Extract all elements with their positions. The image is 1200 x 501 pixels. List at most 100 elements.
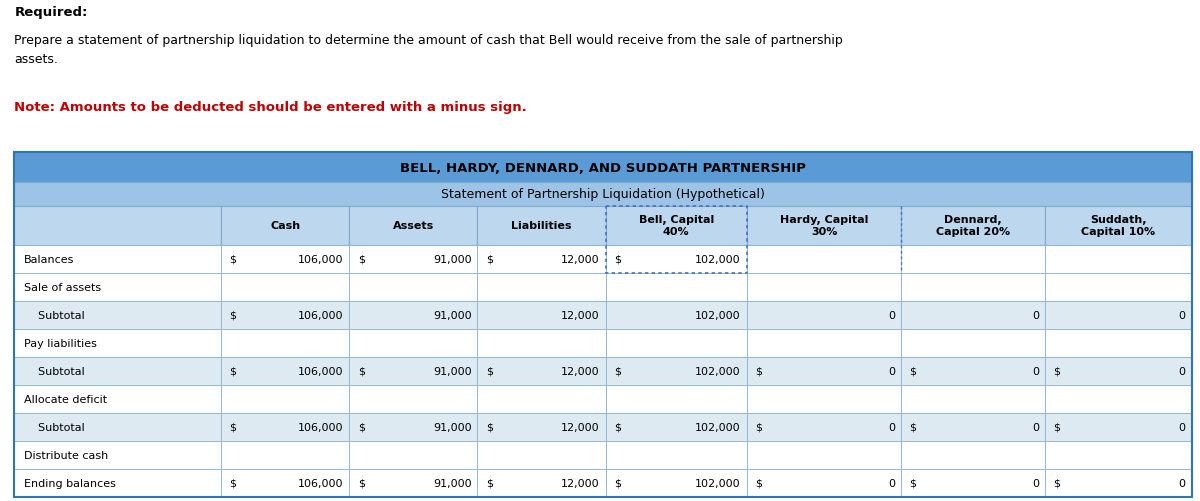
Bar [14,273,221,301]
Text: $: $ [910,366,917,376]
Bar [14,153,1192,183]
Bar [221,385,349,413]
Bar [221,469,349,497]
Text: 102,000: 102,000 [695,478,740,488]
Text: Pay liabilities: Pay liabilities [24,338,97,348]
Bar [1045,329,1192,357]
Text: Dennard,
Capital 20%: Dennard, Capital 20% [936,215,1010,236]
Bar [1045,385,1192,413]
Bar [901,301,1045,329]
Bar [478,329,606,357]
Bar [349,301,478,329]
Bar [606,357,746,385]
Text: 91,000: 91,000 [433,366,472,376]
Text: $: $ [910,422,917,432]
Bar [1045,245,1192,273]
Text: $: $ [358,422,365,432]
Bar [14,183,1192,206]
Text: Ending balances: Ending balances [24,478,116,488]
Bar [14,441,221,469]
Bar [478,273,606,301]
Bar [901,206,1045,245]
Text: $: $ [614,422,622,432]
Bar [478,385,606,413]
Bar [221,206,349,245]
Text: 102,000: 102,000 [695,366,740,376]
Text: 0: 0 [1032,478,1039,488]
Text: $: $ [755,478,762,488]
Bar [349,469,478,497]
Bar [746,469,901,497]
Bar [478,245,606,273]
Bar [606,329,746,357]
Text: $: $ [358,478,365,488]
Bar [478,469,606,497]
Text: 0: 0 [888,366,895,376]
Bar [901,385,1045,413]
Bar [1045,301,1192,329]
Text: 12,000: 12,000 [560,478,600,488]
Text: 0: 0 [888,310,895,320]
Text: $: $ [1054,478,1061,488]
Text: Required:: Required: [14,6,88,19]
Bar [1045,441,1192,469]
Bar [478,357,606,385]
Bar [1045,357,1192,385]
Bar [221,273,349,301]
Bar [14,245,221,273]
Text: 0: 0 [1032,422,1039,432]
Text: $: $ [358,366,365,376]
Bar [14,385,221,413]
Bar [14,413,221,441]
Bar [901,469,1045,497]
Bar [746,273,901,301]
Bar [14,206,221,245]
Text: 91,000: 91,000 [433,478,472,488]
Text: Subtotal: Subtotal [24,366,85,376]
Text: Sale of assets: Sale of assets [24,282,101,292]
Text: 12,000: 12,000 [560,366,600,376]
Bar [1045,206,1192,245]
Bar [1045,413,1192,441]
Text: 0: 0 [888,422,895,432]
Text: 0: 0 [1032,310,1039,320]
Bar [901,413,1045,441]
Bar [746,206,901,245]
Text: $: $ [1054,366,1061,376]
Bar [606,385,746,413]
Text: Subtotal: Subtotal [24,422,85,432]
Text: $: $ [486,478,493,488]
Text: 12,000: 12,000 [560,254,600,264]
Text: Assets: Assets [392,220,434,230]
Bar [478,301,606,329]
Text: $: $ [229,478,236,488]
Text: 0: 0 [1178,478,1186,488]
Text: 106,000: 106,000 [298,254,343,264]
Bar [606,413,746,441]
Text: 106,000: 106,000 [298,366,343,376]
Bar [14,153,1192,497]
Bar [349,329,478,357]
Text: $: $ [229,254,236,264]
Text: 91,000: 91,000 [433,422,472,432]
Text: 102,000: 102,000 [695,310,740,320]
Text: 0: 0 [888,478,895,488]
Bar [746,357,901,385]
Bar [349,273,478,301]
Bar [901,245,1045,273]
Text: 91,000: 91,000 [433,254,472,264]
Bar [1045,273,1192,301]
Text: $: $ [755,366,762,376]
Text: Liabilities: Liabilities [511,220,571,230]
Text: $: $ [614,478,622,488]
Text: 102,000: 102,000 [695,254,740,264]
Bar [901,273,1045,301]
Text: Prepare a statement of partnership liquidation to determine the amount of cash t: Prepare a statement of partnership liqui… [14,34,844,66]
Bar [14,301,221,329]
Bar [221,329,349,357]
Bar [14,329,221,357]
Text: $: $ [358,254,365,264]
Text: Distribute cash: Distribute cash [24,450,108,460]
Text: 0: 0 [1032,366,1039,376]
Bar [349,245,478,273]
